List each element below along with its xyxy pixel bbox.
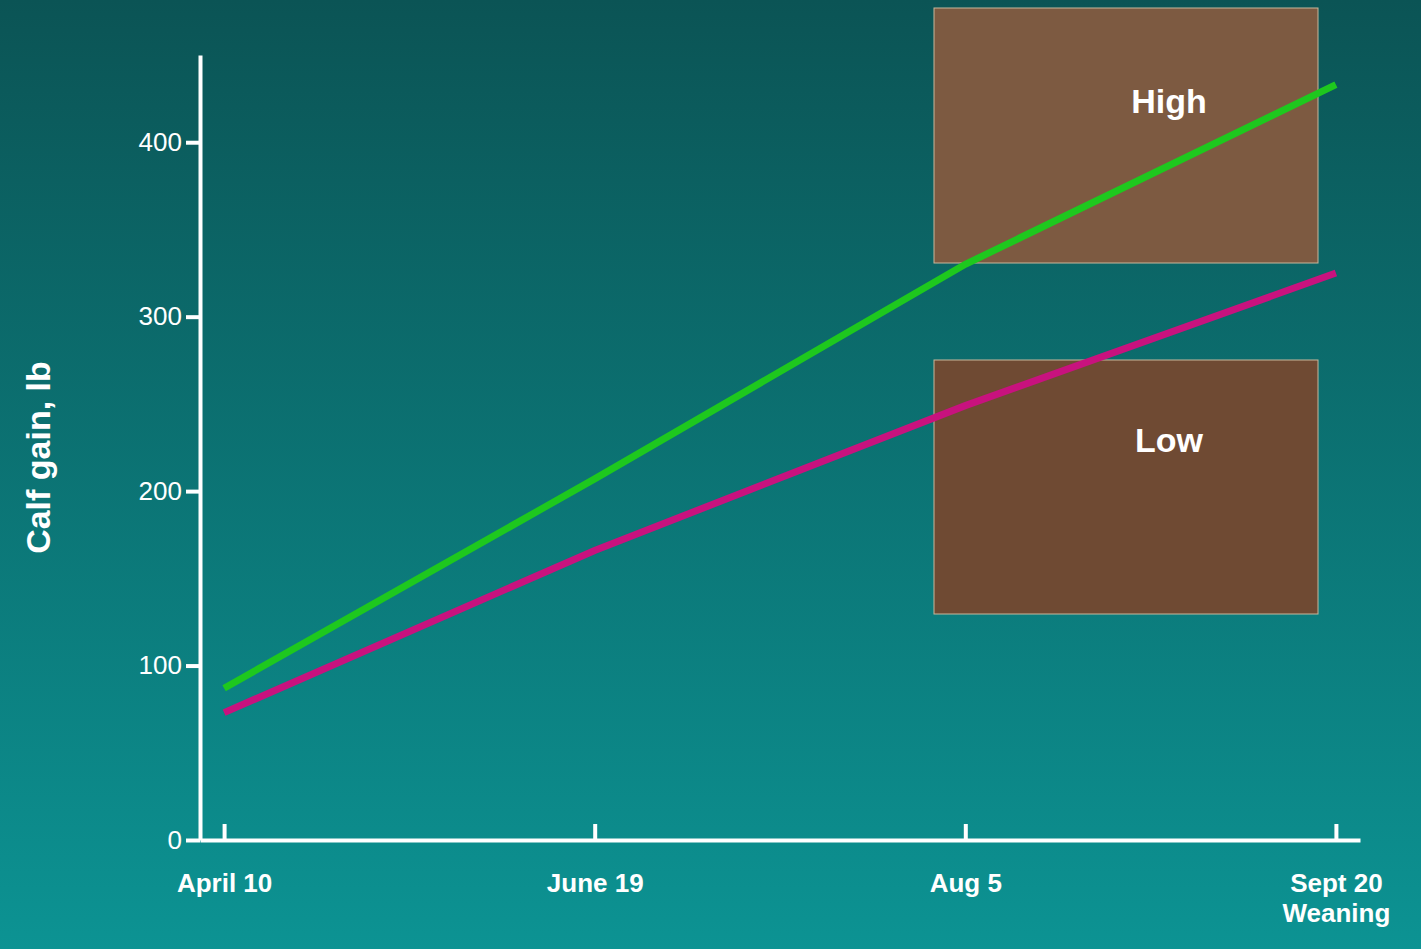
y-tick-label: 0 (168, 825, 182, 855)
series-label: High (1131, 82, 1207, 120)
x-tick-label: Sept 20Weaning (1282, 868, 1390, 928)
series-line (224, 273, 1336, 713)
x-tick-label: Aug 5 (930, 868, 1002, 898)
x-tick-label: June 19 (547, 868, 644, 898)
x-tick-mark (223, 824, 227, 840)
y-tick-label: 200 (139, 476, 182, 506)
x-tick: Sept 20Weaning (1282, 824, 1390, 928)
y-tick-label: 100 (139, 650, 182, 680)
y-tick-label: 300 (139, 301, 182, 331)
x-tick: April 10 (177, 824, 272, 898)
x-tick-label-line: Sept 20 (1290, 868, 1383, 898)
y-tick-mark (186, 315, 200, 319)
x-axis-line (201, 839, 1361, 843)
y-tick-mark (186, 839, 200, 843)
y-tick-mark (186, 141, 200, 145)
y-tick-label: 400 (139, 127, 182, 157)
series-line (224, 85, 1336, 689)
photos (934, 8, 1318, 614)
x-tick: Aug 5 (930, 824, 1002, 898)
x-tick-mark (1334, 824, 1338, 840)
y-tick-mark (186, 664, 200, 668)
x-tick-label-line: June 19 (547, 868, 644, 898)
y-tick: 100 (139, 650, 200, 680)
x-tick-label-line: Weaning (1282, 898, 1390, 928)
y-tick: 200 (139, 476, 200, 506)
y-tick-mark (186, 490, 200, 494)
x-tick-mark (964, 824, 968, 840)
y-tick: 300 (139, 301, 200, 331)
y-axis-line (199, 56, 203, 841)
chart: High Low 0 100 200 300 400 April 10 June 19 Aug 5… (0, 0, 1421, 949)
x-tick: June 19 (547, 824, 644, 898)
y-axis: 0 100 200 300 400 (139, 56, 201, 855)
photo (934, 8, 1318, 263)
background (0, 0, 1421, 949)
x-tick-mark (593, 824, 597, 840)
x-tick-label-line: Aug 5 (930, 868, 1002, 898)
x-axis: April 10 June 19 Aug 5 Sept 20Weaning (177, 824, 1390, 928)
y-axis-title: Calf gain, lb (19, 361, 57, 554)
y-tick: 400 (139, 127, 200, 157)
x-tick-label-line: April 10 (177, 868, 272, 898)
series-label: Low (1135, 421, 1204, 459)
y-tick: 0 (168, 825, 200, 855)
x-tick-label: April 10 (177, 868, 272, 898)
lines (224, 85, 1336, 713)
